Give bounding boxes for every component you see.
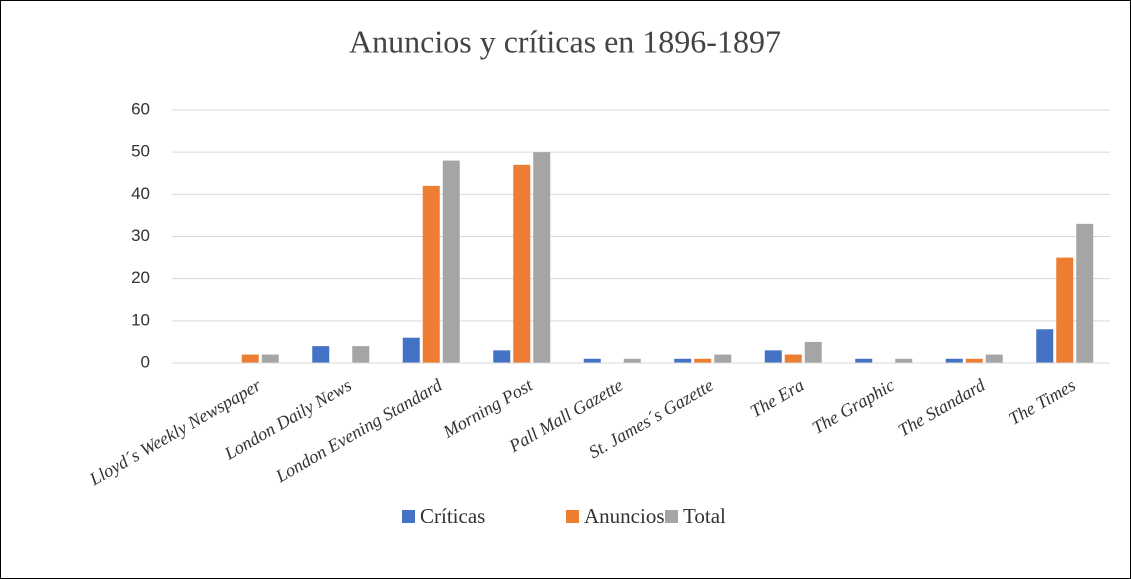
legend-swatch [402,510,415,523]
bar [312,346,330,363]
bar [352,346,370,363]
y-tick-label: 60 [131,99,150,118]
bar [804,341,822,363]
bar [674,358,692,363]
y-tick-label: 0 [141,352,150,371]
legend-label: Anuncios [584,504,665,528]
bar [422,185,440,363]
bar [442,160,460,363]
legend-swatch [665,510,678,523]
bar [764,350,782,363]
y-tick-label: 40 [131,184,150,203]
bar [784,354,802,363]
bar [1036,329,1054,363]
bar [694,358,712,363]
chart-title: Anuncios y críticas en 1896-1897 [349,23,781,59]
y-tick-label: 10 [131,310,150,329]
bar [714,354,732,363]
bar [241,354,259,363]
bar [895,358,913,363]
y-tick-label: 20 [131,268,150,287]
bar [533,152,551,363]
bar [965,358,983,363]
legend-label: Total [683,504,726,528]
bar [493,350,511,363]
y-tick-label: 30 [131,226,150,245]
bar [402,337,420,363]
bar [985,354,1003,363]
bar [261,354,279,363]
legend-label: Críticas [420,504,485,528]
bar [513,164,531,363]
bar [945,358,963,363]
bar [1076,223,1094,363]
y-tick-label: 50 [131,142,150,161]
bar [855,358,873,363]
bar [623,358,641,363]
bar [583,358,601,363]
bar [1056,257,1074,363]
legend-swatch [566,510,579,523]
